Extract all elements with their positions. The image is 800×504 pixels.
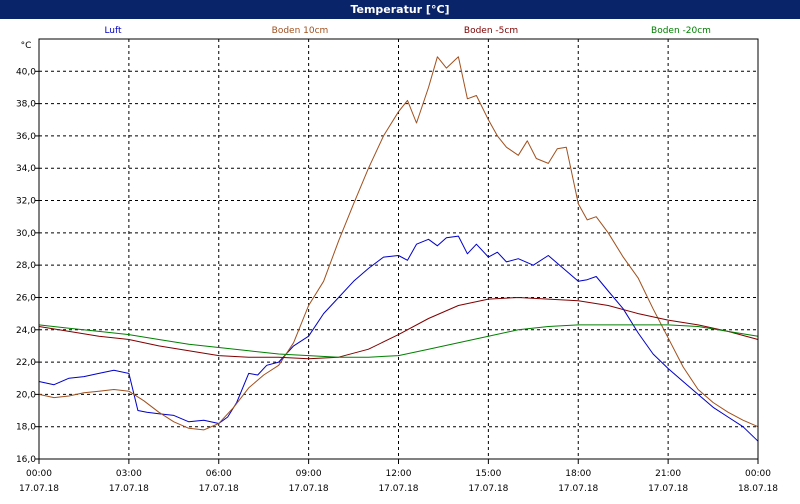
y-tick-label: 40,0 bbox=[16, 67, 36, 77]
x-tick-label-date: 17.07.18 bbox=[468, 484, 508, 494]
x-tick-label-date: 17.07.18 bbox=[378, 484, 418, 494]
x-tick-label-date: 17.07.18 bbox=[289, 484, 329, 494]
x-tick-label-time: 03:00 bbox=[116, 469, 142, 479]
x-tick-label-time: 12:00 bbox=[386, 469, 412, 479]
series-line-3 bbox=[38, 324, 759, 358]
x-tick-label-time: 00:00 bbox=[26, 469, 52, 479]
legend-entry-2: Boden -5cm bbox=[464, 26, 518, 36]
legend-entry-0: Luft bbox=[104, 26, 122, 36]
y-tick-label: 32,0 bbox=[16, 197, 36, 207]
x-tick-label-time: 09:00 bbox=[296, 469, 322, 479]
x-tick-label-time: 15:00 bbox=[475, 469, 501, 479]
plot-frame bbox=[38, 38, 759, 460]
chart-title: Temperatur [°C] bbox=[0, 0, 800, 19]
legend-entry-1: Boden 10cm bbox=[272, 26, 329, 36]
y-tick-label: 20,0 bbox=[16, 390, 36, 400]
y-tick-label: 26,0 bbox=[16, 293, 36, 303]
legend: Luft Boden 10cm Boden -5cm Boden -20cm bbox=[104, 26, 711, 36]
x-tick-label-time: 21:00 bbox=[655, 469, 681, 479]
y-tick-label: 16,0 bbox=[16, 455, 36, 465]
series-line-1 bbox=[38, 56, 759, 431]
chart-svg: Luft Boden 10cm Boden -5cm Boden -20cm 16,0… bbox=[16, 26, 778, 494]
x-tick-label-date: 18.07.18 bbox=[738, 484, 778, 494]
y-tick-label: 38,0 bbox=[16, 100, 36, 110]
legend-entry-3: Boden -20cm bbox=[651, 26, 711, 36]
x-tick-label-date: 17.07.18 bbox=[558, 484, 598, 494]
x-tick-label-date: 17.07.18 bbox=[199, 484, 239, 494]
x-tick-label-time: 18:00 bbox=[565, 469, 591, 479]
series-line-0 bbox=[38, 235, 759, 442]
y-axis-label: °C bbox=[21, 41, 32, 51]
x-tick-label-time: 00:00 bbox=[745, 469, 771, 479]
y-axis: 16,0 18,0 20,0 22,0 24,0 26,0 28,0 30,0 32,0 34,0… bbox=[16, 41, 39, 465]
x-tick-label-time: 06:00 bbox=[206, 469, 232, 479]
series-line-2 bbox=[38, 297, 759, 360]
x-tick-label-date: 17.07.18 bbox=[648, 484, 688, 494]
series-group bbox=[38, 56, 759, 442]
y-tick-label: 22,0 bbox=[16, 358, 36, 368]
x-axis: 00:00 17.07.18 03:00 17.07.18 06:00 17.07.18 0… bbox=[19, 459, 778, 494]
y-tick-label: 30,0 bbox=[16, 229, 36, 239]
temperature-chart: Luft Boden 10cm Boden -5cm Boden -20cm 16,0… bbox=[0, 19, 800, 500]
x-tick-label-date: 17.07.18 bbox=[109, 484, 149, 494]
y-tick-label: 34,0 bbox=[16, 164, 36, 174]
grid bbox=[39, 39, 758, 459]
y-tick-label: 24,0 bbox=[16, 326, 36, 336]
y-tick-label: 18,0 bbox=[16, 423, 36, 433]
x-tick-label-date: 17.07.18 bbox=[19, 484, 59, 494]
y-tick-label: 28,0 bbox=[16, 261, 36, 271]
y-tick-label: 36,0 bbox=[16, 132, 36, 142]
